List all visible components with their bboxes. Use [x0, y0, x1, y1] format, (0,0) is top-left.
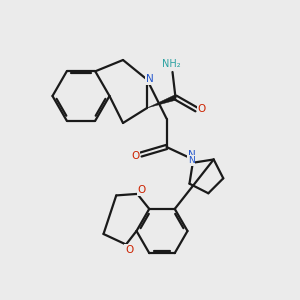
Text: O: O: [131, 151, 139, 161]
Polygon shape: [147, 95, 176, 108]
Text: N: N: [188, 156, 195, 165]
Text: O: O: [125, 245, 133, 255]
Text: NH₂: NH₂: [162, 58, 180, 69]
Text: N: N: [146, 74, 153, 85]
Text: N: N: [188, 149, 196, 160]
Text: O: O: [138, 185, 146, 195]
Text: O: O: [198, 104, 206, 114]
